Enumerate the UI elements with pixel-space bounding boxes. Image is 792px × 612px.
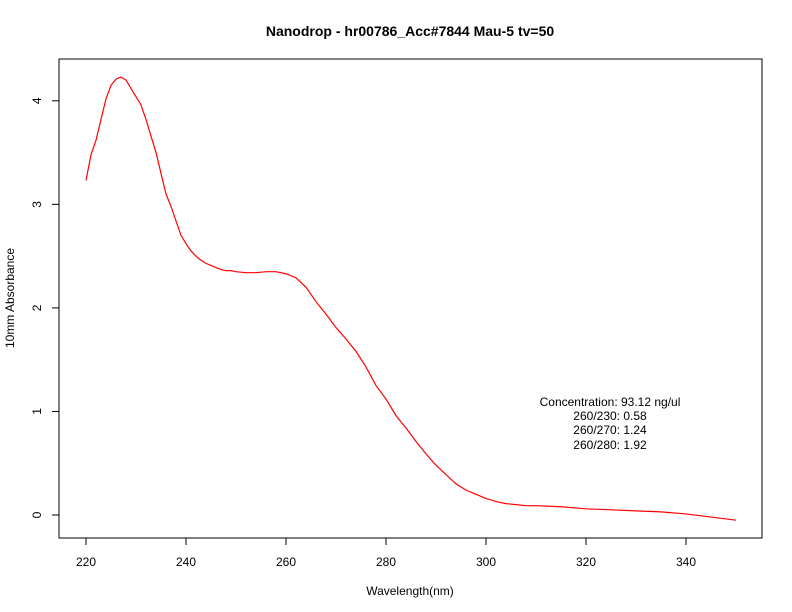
annotation-block: Concentration: 93.12 ng/ul 260/230: 0.58… — [540, 395, 681, 452]
y-tick-label: 1 — [30, 408, 44, 415]
y-axis: 0 1 2 3 4 — [30, 97, 59, 518]
x-tick-label: 260 — [276, 555, 296, 569]
x-tick-label: 300 — [476, 555, 496, 569]
x-tick-label: 280 — [376, 555, 396, 569]
y-tick-label: 4 — [30, 97, 44, 104]
plot-frame — [58, 58, 763, 539]
absorbance-line — [85, 76, 737, 521]
x-tick-label: 320 — [576, 555, 596, 569]
x-tick-label: 240 — [176, 555, 196, 569]
x-axis: 220 240 260 280 300 320 340 — [76, 538, 696, 569]
y-tick-label: 3 — [30, 201, 44, 208]
annotation-260-270: 260/270: 1.24 — [573, 423, 647, 437]
y-tick-label: 0 — [30, 511, 44, 518]
y-axis-label: 10mm Absorbance — [3, 248, 17, 348]
annotation-260-280: 260/280: 1.92 — [573, 438, 647, 452]
x-axis-label: Wavelength(nm) — [366, 584, 454, 598]
y-tick-label: 2 — [30, 304, 44, 311]
x-tick-label: 220 — [76, 555, 96, 569]
chart-title: Nanodrop - hr00786_Acc#7844 Mau-5 tv=50 — [266, 23, 555, 39]
annotation-concentration: Concentration: 93.12 ng/ul — [540, 395, 681, 409]
annotation-260-230: 260/230: 0.58 — [573, 409, 647, 423]
x-tick-label: 340 — [676, 555, 696, 569]
